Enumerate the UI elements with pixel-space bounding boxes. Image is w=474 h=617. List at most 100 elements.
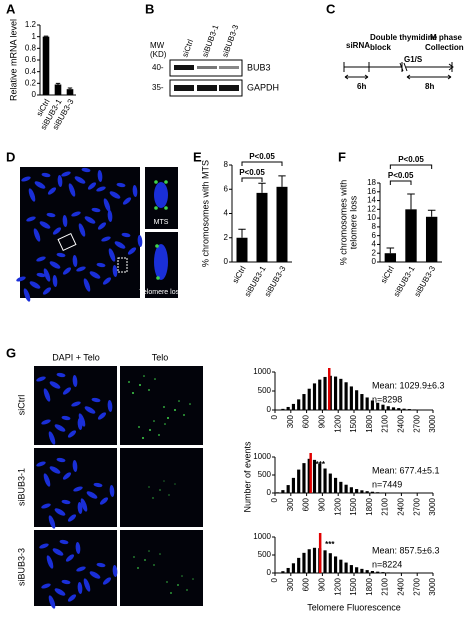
histogram-bar bbox=[286, 406, 290, 410]
bar bbox=[42, 36, 50, 95]
histogram-bar bbox=[386, 406, 390, 410]
histogram-bar bbox=[297, 399, 301, 410]
histogram-bar bbox=[386, 572, 390, 573]
axis bbox=[231, 165, 292, 263]
y-axis-label: % chromosomes with bbox=[338, 180, 348, 266]
x-tick-label: 1800 bbox=[365, 577, 374, 595]
y-tick-label: 0 bbox=[267, 568, 272, 577]
timeline-arrows bbox=[343, 62, 454, 80]
y-tick-label: 2 bbox=[372, 248, 377, 257]
row-label: siBUB3-3 bbox=[16, 548, 26, 586]
mw-label: MW bbox=[150, 41, 165, 50]
column-label: DAPI + Telo bbox=[52, 352, 100, 362]
histogram-bar bbox=[355, 390, 359, 410]
bar bbox=[425, 216, 438, 262]
histogram-bar bbox=[370, 400, 375, 410]
x-tick-label: 900 bbox=[318, 497, 327, 511]
histogram-bar bbox=[307, 549, 311, 573]
histogram-bar bbox=[286, 567, 290, 573]
y-tick-label: 0.6 bbox=[25, 55, 37, 64]
timeline-step: Double thymidine bbox=[370, 33, 438, 42]
annotation: Mean: 857.5±6.3 bbox=[372, 545, 440, 555]
y-tick-label: 6 bbox=[372, 231, 377, 240]
histogram-bar bbox=[297, 469, 301, 493]
x-tick-label: 3000 bbox=[428, 414, 437, 432]
significance-bracket bbox=[241, 177, 263, 182]
significance-bracket bbox=[389, 164, 433, 169]
row-label: siBUB3-1 bbox=[16, 468, 26, 506]
lane-label: siBUB3-3 bbox=[220, 23, 240, 58]
histogram-bar bbox=[349, 386, 353, 410]
annotation: Mean: 677.4±5.1 bbox=[372, 465, 440, 475]
image-panels bbox=[34, 366, 203, 606]
histogram-bar bbox=[307, 458, 311, 493]
histogram-bar bbox=[312, 459, 317, 493]
histogram-bar bbox=[302, 552, 306, 573]
inset-chromosome bbox=[154, 182, 168, 208]
y-tick-label: 0.8 bbox=[25, 43, 37, 52]
annotation: n=7449 bbox=[372, 479, 402, 489]
y-tick-label: 1.2 bbox=[25, 20, 37, 29]
x-tick-label: 0 bbox=[270, 414, 279, 419]
duration: 8h bbox=[425, 82, 434, 91]
histogram-bar bbox=[286, 485, 290, 493]
panel-label: D bbox=[6, 149, 15, 164]
histogram-bar bbox=[376, 492, 380, 493]
x-tick-label: 3000 bbox=[428, 577, 437, 595]
significance-bracket bbox=[241, 161, 283, 166]
histogram-bar bbox=[276, 492, 280, 493]
y-tick-label: 6 bbox=[224, 184, 229, 193]
y-tick-label: 14 bbox=[367, 196, 376, 205]
histogram-bar bbox=[397, 408, 401, 410]
x-tick-label: 1500 bbox=[349, 414, 358, 432]
histogram-bar bbox=[281, 408, 285, 410]
y-tick-label: 0 bbox=[372, 257, 377, 266]
histogram-bar bbox=[318, 463, 322, 493]
x-tick-label: 2100 bbox=[381, 497, 390, 515]
annotation: n=8224 bbox=[372, 559, 402, 569]
error-bar bbox=[258, 182, 266, 193]
x-tick-label: 600 bbox=[302, 414, 311, 428]
histogram-bar bbox=[370, 491, 375, 493]
significance-bracket bbox=[389, 180, 412, 185]
y-axis-label: telomere loss bbox=[348, 195, 358, 249]
histogram-bar bbox=[376, 402, 380, 410]
annotation: n=8298 bbox=[372, 394, 402, 404]
bar bbox=[256, 192, 268, 262]
y-tick-label: 4 bbox=[372, 240, 377, 249]
highlight-box bbox=[117, 257, 128, 273]
y-tick-label: 4 bbox=[224, 209, 229, 218]
x-tick-label: 2400 bbox=[397, 497, 406, 515]
x-axis-label: Telomere Fluorescence bbox=[307, 602, 401, 612]
histogram-bar bbox=[381, 404, 385, 410]
inset-chromosome bbox=[154, 244, 168, 280]
y-tick-label: 1000 bbox=[253, 452, 271, 461]
histogram-bar bbox=[365, 570, 369, 573]
protein-label: BUB3 bbox=[247, 62, 271, 72]
x-tick-label: 0 bbox=[270, 497, 279, 502]
histogram-bar bbox=[412, 409, 417, 410]
y-tick-label: 0 bbox=[224, 257, 229, 266]
inset-label: Telomere loss bbox=[139, 289, 183, 296]
y-axis-label: Number of events bbox=[242, 441, 252, 513]
y-axis-label: % chromosomes with MTS bbox=[200, 160, 210, 267]
x-tick-label: 2700 bbox=[412, 577, 421, 595]
blot-band bbox=[197, 85, 217, 91]
histogram-bar bbox=[281, 571, 285, 573]
x-tick-label: 2100 bbox=[381, 577, 390, 595]
histogram-bar bbox=[391, 407, 396, 410]
highlight-box bbox=[57, 232, 77, 252]
x-tick-label: 900 bbox=[318, 577, 327, 591]
blot-band bbox=[174, 85, 194, 91]
y-tick-label: 8 bbox=[224, 160, 229, 169]
y-tick-label: 0 bbox=[32, 90, 37, 99]
histogram-bar bbox=[328, 553, 332, 573]
histogram-bar bbox=[344, 562, 348, 573]
column-label: Telo bbox=[152, 352, 169, 362]
x-tick-label: 2400 bbox=[397, 577, 406, 595]
protein-label: GAPDH bbox=[247, 82, 279, 92]
histogram-bar bbox=[333, 376, 338, 410]
histogram-bar bbox=[281, 490, 285, 493]
histogram-bar bbox=[291, 403, 296, 410]
